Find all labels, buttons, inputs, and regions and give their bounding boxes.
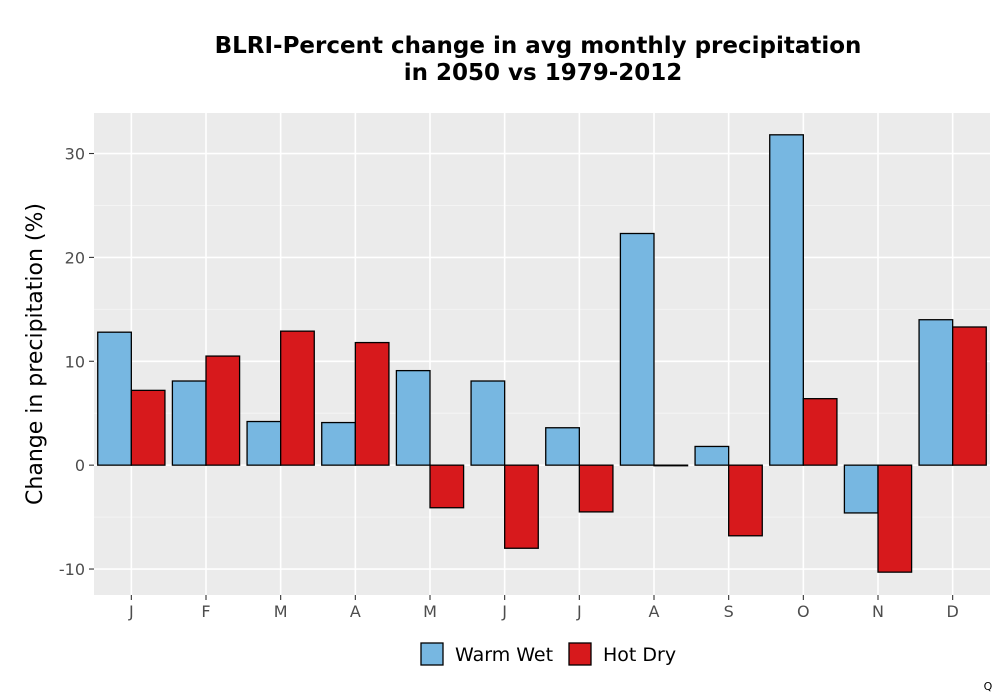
bar-warm-wet	[246, 420, 282, 466]
x-tick-label: J	[501, 602, 507, 621]
legend-label-hot-dry: Hot Dry	[603, 644, 676, 666]
legend-key-hot-dry	[568, 642, 592, 666]
bar-warm-wet	[321, 421, 356, 466]
bar-hot-dry	[802, 398, 838, 466]
bar-hot-dry	[205, 355, 241, 466]
bar-hot-dry	[728, 464, 763, 537]
x-tick-label: A	[350, 602, 361, 621]
x-tick-label: M	[423, 602, 437, 621]
bar-warm-wet	[769, 134, 804, 466]
bars	[97, 134, 987, 573]
bar-hot-dry	[952, 326, 987, 466]
y-tick-label: 30	[65, 145, 85, 164]
y-tick-label: 10	[65, 352, 85, 371]
bar-hot-dry	[429, 464, 465, 509]
x-tick-label: J	[576, 602, 582, 621]
corner-text: Q	[984, 680, 993, 693]
bar-warm-wet	[918, 319, 954, 466]
x-tick-label: J	[128, 602, 134, 621]
x-tick-label: F	[201, 602, 210, 621]
chart-title-line-2: in 2050 vs 1979-2012	[404, 60, 683, 86]
bar-warm-wet	[694, 445, 730, 466]
y-tick-label: 20	[65, 248, 85, 267]
bar-warm-wet	[470, 380, 506, 466]
bar-hot-dry	[280, 330, 315, 466]
bar-warm-wet	[171, 380, 207, 466]
y-axis-title: Change in precipitation (%)	[23, 203, 48, 505]
plot-panel	[94, 113, 990, 595]
bar-hot-dry	[354, 341, 390, 466]
bar-warm-wet	[619, 232, 655, 466]
bar-hot-dry	[578, 464, 614, 513]
chart-title-line-1: BLRI-Percent change in avg monthly preci…	[215, 33, 862, 59]
bar-warm-wet	[395, 369, 431, 466]
legend: Warm Wet Hot Dry	[420, 642, 676, 666]
y-tick-label: 0	[75, 456, 85, 475]
legend-label-warm-wet: Warm Wet	[455, 644, 553, 666]
bar-hot-dry	[130, 389, 166, 466]
legend-key-warm-wet	[420, 642, 444, 666]
bar-warm-wet	[545, 427, 580, 466]
bar-warm-wet	[97, 331, 132, 466]
x-tick-label: A	[649, 602, 660, 621]
y-tick-label: -10	[59, 560, 85, 579]
x-tick-label: N	[872, 602, 884, 621]
x-tick-label: D	[947, 602, 959, 621]
y-axis-ticks: -10 0 10 20 30	[59, 145, 94, 579]
x-tick-label: S	[724, 602, 734, 621]
x-tick-label: M	[274, 602, 288, 621]
bar-hot-dry	[877, 464, 913, 573]
x-tick-label: O	[797, 602, 810, 621]
bar-hot-dry	[653, 464, 689, 467]
bar-hot-dry	[504, 464, 539, 549]
bar-warm-wet	[843, 464, 879, 514]
